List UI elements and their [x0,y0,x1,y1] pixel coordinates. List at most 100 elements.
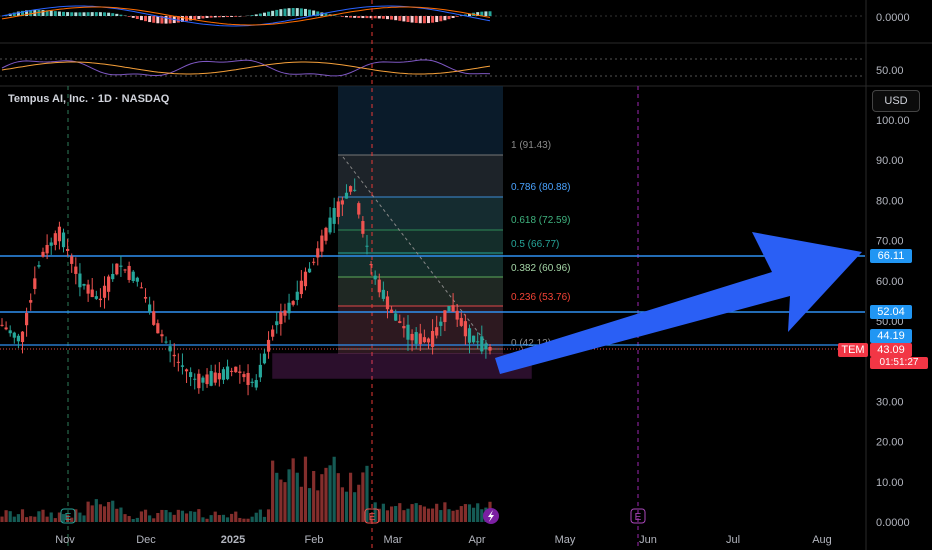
target-arrow[interactable] [495,232,862,374]
volume-bar [45,516,49,522]
volume-bar [74,509,78,522]
candle-body [16,335,21,342]
macd-histogram-bar [488,11,492,16]
lightning-marker[interactable] [483,508,499,524]
price-tick: 100.00 [876,115,910,127]
volume-bar [66,514,70,522]
candle-body [152,311,156,325]
fib-label-0382: 0.382 (60.96) [511,263,571,274]
volume-bar [57,512,62,522]
candle-body [439,321,443,326]
macd-histogram-bar [139,16,143,21]
candle-body [459,317,463,326]
macd-histogram-bar [66,12,70,16]
currency-button[interactable]: USD [872,90,920,112]
volume-bar [37,511,41,522]
price-tag-target: 66.11 [870,249,912,263]
volume-bar [369,516,373,522]
volume-bar [238,517,242,522]
volume-bar [33,516,37,522]
candle-body [217,373,221,380]
macd-histogram-bar [332,15,336,16]
candle-body [74,266,78,274]
macd-histogram-bar [41,10,45,16]
macd-histogram-bar [357,16,361,18]
chart-title: Tempus AI, Inc. · 1D · NASDAQ [8,93,170,105]
time-tick: May [555,534,576,546]
earnings-marker[interactable]: E [60,508,76,524]
volume-bar [168,512,172,522]
candle-body [189,372,193,377]
candle-body [430,330,435,347]
macd-histogram-bar [16,11,20,16]
candle-body [45,244,49,254]
macd-histogram-bar [217,16,221,18]
candle-body [275,321,279,326]
volume-bar [127,516,131,522]
volume-bar [143,509,148,522]
volume-bar [8,511,12,522]
candle-body [480,336,484,352]
volume-bar [418,505,422,522]
volume-bar [451,510,455,522]
macd-histogram-bar [127,16,131,17]
volume-bar [49,512,53,522]
earnings-marker[interactable]: E [364,508,380,524]
earnings-marker[interactable]: E [630,508,646,524]
price-tick: 10.00 [876,477,904,489]
oscillator-panes [0,5,865,77]
volume-bar [287,469,291,522]
volume-bar [135,517,139,522]
candle-body [435,327,439,336]
volume-bar [61,514,66,522]
candle-body [184,369,189,372]
macd-histogram-bar [37,9,41,16]
candle-body [148,304,152,312]
volume-bar [131,518,135,522]
candle-body [242,374,246,378]
candle-body [463,321,467,337]
price-tick: 0.0000 [876,517,910,529]
macd-histogram-bar [221,16,225,18]
candle-body [53,233,57,245]
candle-body [176,361,180,363]
candle-body [160,334,164,337]
volume-bar [20,509,25,522]
price-tag-r1: 52.04 [870,305,912,319]
macd-histogram-bar [176,16,180,23]
macd-histogram-bar [431,16,435,23]
volume-bar [402,510,406,522]
time-tick: Feb [305,534,324,546]
candle-body [70,256,74,264]
macd-histogram-bar [164,16,168,24]
candle-body [143,297,148,299]
candle-body [193,378,197,380]
macd-histogram-bar [369,16,373,19]
macd-histogram-bar [418,16,422,24]
macd-histogram-bar [344,16,348,18]
candle-body [205,374,209,385]
candle-body [139,287,144,289]
macd-histogram-bar [160,16,164,24]
macd-histogram-bar [49,10,53,16]
candle-body [414,332,418,344]
candle-body [443,310,447,323]
candle-body [426,338,431,343]
time-tick: Dec [136,534,156,546]
macd-histogram-bar [443,16,447,21]
volume-bar [172,514,176,522]
volume-bar [430,508,435,522]
time-tick: Jun [639,534,657,546]
volume-bar [398,503,402,522]
candle-body [246,372,250,385]
macd-histogram-bar [398,16,402,21]
support-zone[interactable] [272,353,532,379]
candle-body [209,371,213,386]
candle-body [303,271,308,287]
macd-histogram-bar [57,11,61,16]
volume-bar [480,509,484,522]
candle-body [361,221,365,234]
volume-bar [25,517,29,522]
fib-retracement[interactable] [338,86,503,354]
